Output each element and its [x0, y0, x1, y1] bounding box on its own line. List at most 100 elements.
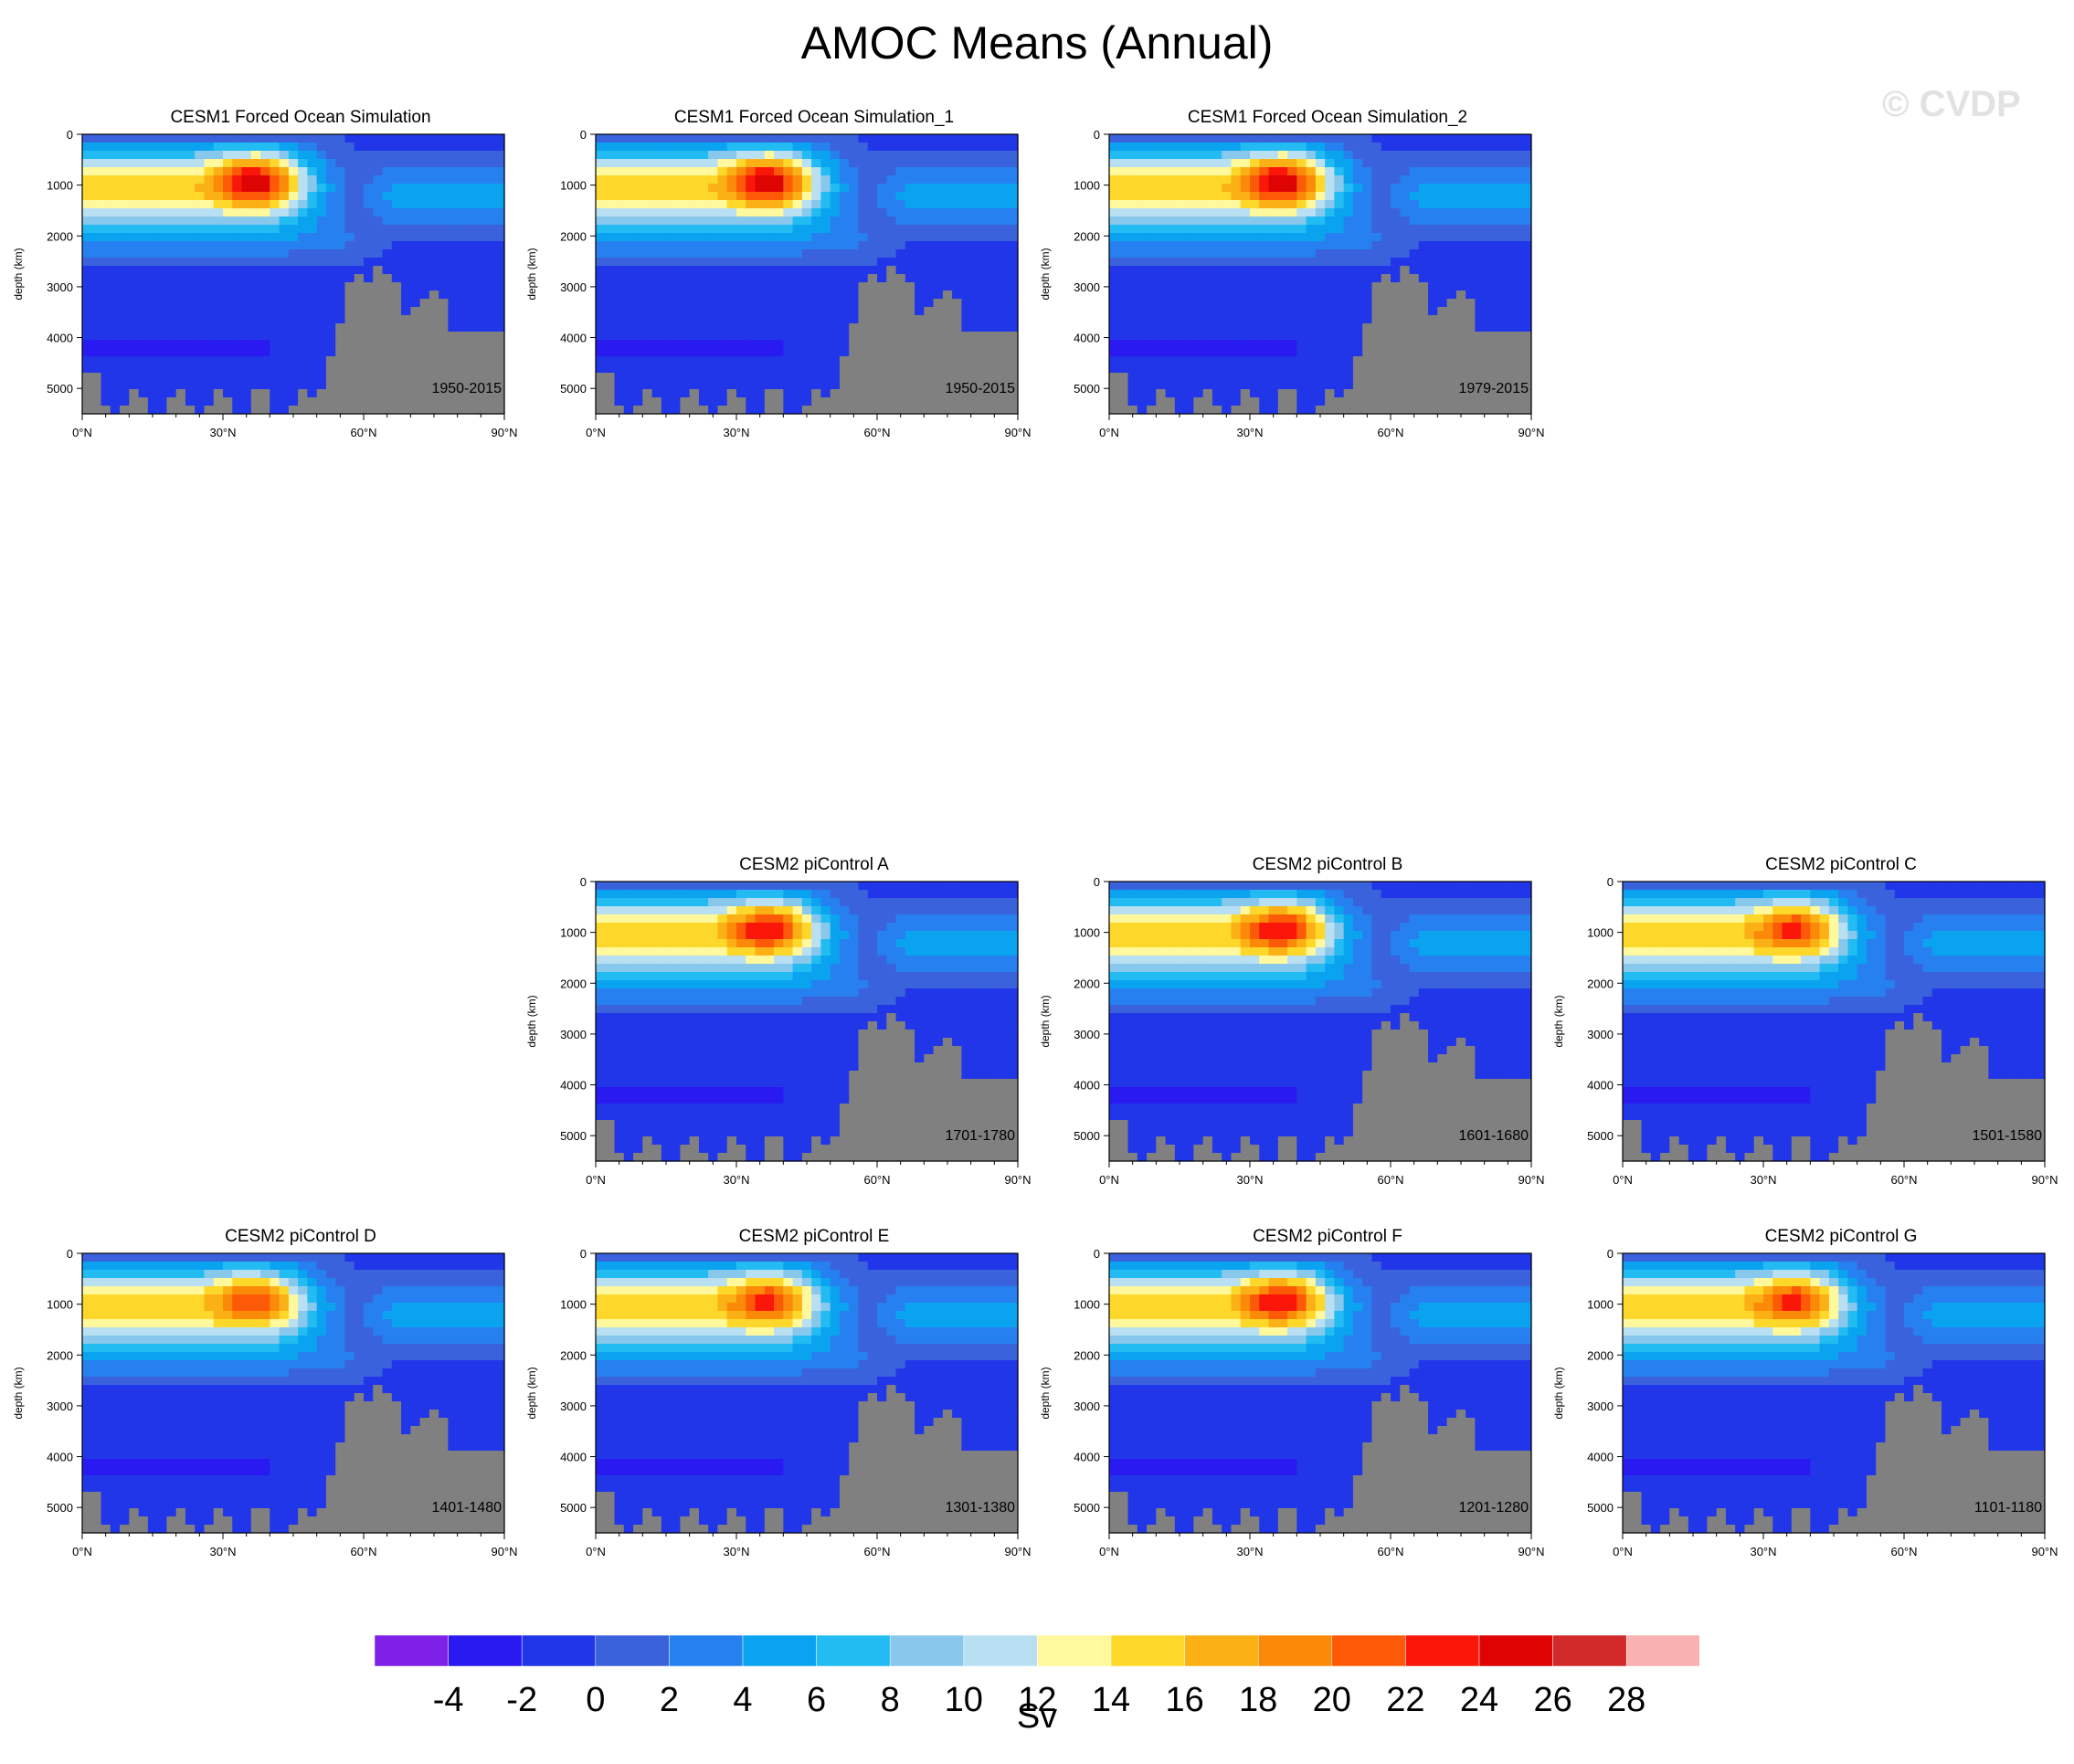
field-cell — [933, 143, 944, 152]
field-cell — [1428, 134, 1438, 143]
field-cell — [820, 175, 831, 185]
field-cell — [596, 1112, 606, 1121]
field-cell — [1428, 364, 1438, 374]
field-cell — [1222, 381, 1233, 390]
field-cell — [223, 233, 233, 242]
field-cell — [419, 241, 430, 250]
field-cell — [1147, 299, 1157, 308]
field-cell — [708, 217, 719, 226]
field-cell — [1240, 307, 1251, 316]
field-cell — [1240, 406, 1251, 415]
field-cell — [661, 356, 672, 365]
field-cell — [1428, 175, 1438, 185]
field-cell — [223, 323, 233, 333]
field-cell — [596, 143, 606, 152]
field-cell — [1240, 389, 1251, 398]
field-cell — [1184, 143, 1194, 152]
field-cell — [1137, 134, 1148, 143]
field-cell — [605, 356, 616, 365]
field-cell — [736, 282, 746, 291]
field-cell — [633, 1062, 643, 1072]
field-cell — [250, 200, 261, 209]
field-cell — [1184, 266, 1194, 275]
field-cell — [1315, 340, 1326, 349]
field-cell — [213, 167, 224, 176]
field-cell — [91, 397, 102, 407]
field-cell — [439, 143, 449, 152]
field-cell — [91, 315, 102, 324]
field-cell — [623, 217, 634, 226]
field-cell — [671, 315, 681, 324]
field-cell — [157, 340, 167, 349]
field-cell — [942, 184, 953, 193]
field-cell — [596, 1087, 606, 1096]
panel-title: CESM1 Forced Ocean Simulation_2 — [1187, 108, 1468, 127]
field-cell — [364, 151, 374, 160]
field-cell — [429, 332, 439, 341]
field-cell — [307, 364, 318, 374]
field-cell — [895, 143, 906, 152]
field-cell — [605, 988, 616, 998]
field-cell — [1503, 299, 1514, 308]
field-cell — [933, 381, 944, 390]
field-cell — [1156, 258, 1167, 267]
field-cell — [307, 348, 318, 357]
field-cell — [1493, 332, 1504, 341]
field-cell — [623, 1153, 634, 1162]
field-cell — [839, 192, 850, 201]
field-cell — [746, 373, 757, 382]
field-cell — [129, 200, 140, 209]
field-cell — [448, 348, 459, 357]
field-cell — [830, 241, 841, 250]
field-cell — [147, 143, 158, 152]
field-cell — [999, 167, 1010, 176]
field-cell — [717, 184, 728, 193]
field-cell — [373, 389, 384, 398]
field-cell — [204, 348, 215, 357]
field-cell — [915, 192, 925, 201]
field-cell — [746, 159, 757, 168]
field-cell — [288, 373, 299, 382]
field-cell — [1165, 151, 1176, 160]
field-cell — [755, 167, 766, 176]
field-cell — [698, 406, 709, 415]
field-cell — [1371, 381, 1382, 390]
field-cell — [1428, 258, 1438, 267]
field-cell — [783, 134, 794, 143]
field-cell — [120, 364, 130, 374]
field-cell — [1250, 258, 1260, 267]
field-cell — [1174, 233, 1185, 242]
field-cell — [232, 389, 243, 398]
field-cell — [1352, 175, 1363, 185]
field-cell — [1231, 192, 1242, 201]
field-cell — [410, 389, 421, 398]
field-cell — [671, 373, 681, 382]
field-cell — [633, 192, 643, 201]
field-cell — [614, 1153, 625, 1162]
field-cell — [101, 323, 111, 333]
field-cell — [623, 1038, 634, 1047]
field-cell — [999, 406, 1010, 415]
field-cell — [195, 249, 206, 259]
field-cell — [241, 282, 252, 291]
field-cell — [726, 167, 737, 176]
field-cell — [232, 290, 243, 300]
field-cell — [1147, 134, 1157, 143]
field-cell — [1296, 266, 1307, 275]
field-cell — [623, 290, 634, 300]
field-cell — [680, 151, 691, 160]
field-cell — [1212, 266, 1222, 275]
field-cell — [401, 282, 411, 291]
field-cell — [1212, 315, 1222, 324]
field-cell — [325, 266, 336, 275]
field-cell — [1371, 192, 1382, 201]
field-cell — [354, 200, 365, 209]
field-cell — [307, 299, 318, 308]
field-cell — [764, 381, 775, 390]
field-cell — [1521, 381, 1532, 390]
field-cell — [839, 266, 850, 275]
field-cell — [708, 323, 719, 333]
field-cell — [689, 258, 700, 267]
field-cell — [1250, 225, 1260, 234]
